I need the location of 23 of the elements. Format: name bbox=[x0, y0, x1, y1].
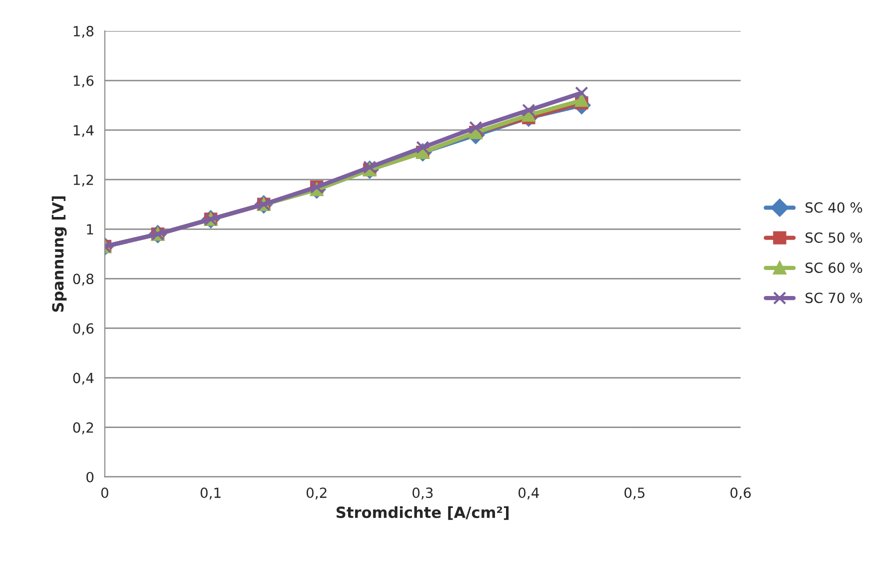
y-tick-label: 1,4 bbox=[74, 125, 94, 137]
y-tick-label: 0,8 bbox=[73, 274, 94, 286]
x-tick-label: 0,3 bbox=[412, 488, 433, 500]
y-tick-label: 0 bbox=[86, 472, 94, 482]
x-tick-label: 0,5 bbox=[624, 488, 644, 500]
x-tick-label: 0,6 bbox=[730, 488, 751, 500]
y-tick-label: 0,2 bbox=[73, 422, 93, 434]
x-tick-label: 0,2 bbox=[306, 488, 326, 500]
y-axis-title: Spannung [V] bbox=[52, 196, 67, 312]
y-tick-label: 1 bbox=[87, 224, 94, 234]
x-tick-label: 0 bbox=[101, 488, 108, 498]
y-tick-label: 1,6 bbox=[74, 75, 94, 88]
legend-label: SC 40 % bbox=[806, 202, 862, 213]
y-tick-label: 1,2 bbox=[74, 174, 93, 186]
x-tick-label: 0,1 bbox=[200, 488, 221, 500]
x-axis-title: Stromdichte [A/cm²] bbox=[336, 506, 509, 520]
y-tick-label: 1,8 bbox=[74, 26, 94, 38]
y-tick-label: 0,4 bbox=[73, 372, 94, 385]
y-tick-label: 0,6 bbox=[73, 323, 94, 336]
x-tick-label: 0,4 bbox=[518, 488, 539, 500]
legend-label: SC 70 % bbox=[806, 292, 862, 304]
legend-label: SC 60 % bbox=[806, 262, 862, 273]
legend-label: SC 50 % bbox=[806, 232, 862, 243]
